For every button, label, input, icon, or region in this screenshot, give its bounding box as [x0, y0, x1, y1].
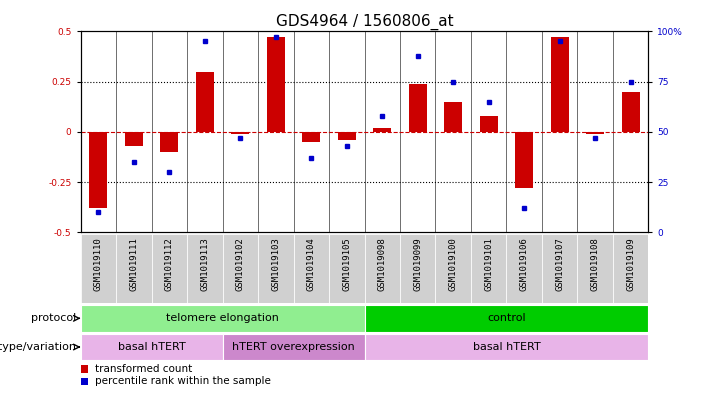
Bar	[151, 234, 187, 303]
Text: GSM1019112: GSM1019112	[165, 238, 174, 292]
Text: transformed count: transformed count	[95, 364, 192, 374]
Bar	[435, 234, 471, 303]
Bar	[302, 132, 320, 142]
Bar	[578, 234, 613, 303]
Text: GSM1019098: GSM1019098	[378, 238, 387, 292]
Text: GSM1019104: GSM1019104	[307, 238, 315, 292]
Bar	[374, 128, 391, 132]
Bar	[444, 102, 462, 132]
Text: basal hTERT: basal hTERT	[118, 342, 186, 352]
Bar	[329, 234, 365, 303]
Bar	[365, 305, 648, 332]
Text: GSM1019102: GSM1019102	[236, 238, 245, 292]
Text: basal hTERT: basal hTERT	[472, 342, 540, 352]
Text: GSM1019111: GSM1019111	[130, 238, 138, 292]
Bar	[400, 234, 435, 303]
Bar	[81, 378, 88, 385]
Text: GSM1019113: GSM1019113	[200, 238, 210, 292]
Bar	[409, 84, 427, 132]
Bar	[223, 234, 258, 303]
Text: GSM1019100: GSM1019100	[449, 238, 458, 292]
Bar	[258, 234, 294, 303]
Bar	[81, 334, 223, 360]
Text: hTERT overexpression: hTERT overexpression	[232, 342, 355, 352]
Text: GSM1019105: GSM1019105	[342, 238, 351, 292]
Title: GDS4964 / 1560806_at: GDS4964 / 1560806_at	[275, 14, 454, 30]
Bar	[81, 234, 116, 303]
Text: control: control	[487, 313, 526, 323]
Bar	[542, 234, 578, 303]
Text: GSM1019110: GSM1019110	[94, 238, 103, 292]
Bar	[622, 92, 639, 132]
Bar	[613, 234, 648, 303]
Text: GSM1019109: GSM1019109	[626, 238, 635, 292]
Bar	[338, 132, 355, 140]
Bar	[196, 72, 214, 132]
Bar	[125, 132, 143, 146]
Bar	[231, 132, 249, 134]
Text: GSM1019106: GSM1019106	[519, 238, 529, 292]
Bar	[294, 234, 329, 303]
Bar	[116, 234, 151, 303]
Bar	[471, 234, 507, 303]
Bar	[365, 234, 400, 303]
Text: GSM1019101: GSM1019101	[484, 238, 494, 292]
Bar	[161, 132, 178, 152]
Text: GSM1019107: GSM1019107	[555, 238, 564, 292]
Text: GSM1019103: GSM1019103	[271, 238, 280, 292]
Bar	[187, 234, 223, 303]
Text: telomere elongation: telomere elongation	[166, 313, 279, 323]
Bar	[90, 132, 107, 208]
Text: GSM1019108: GSM1019108	[591, 238, 599, 292]
Bar	[267, 37, 285, 132]
Bar	[586, 132, 604, 134]
Bar	[81, 365, 88, 373]
Text: GSM1019099: GSM1019099	[414, 238, 422, 292]
Text: percentile rank within the sample: percentile rank within the sample	[95, 376, 271, 386]
Bar	[365, 334, 648, 360]
Text: protocol: protocol	[32, 313, 76, 323]
Bar	[551, 37, 569, 132]
Bar	[81, 305, 365, 332]
Bar	[515, 132, 533, 188]
Bar	[223, 334, 365, 360]
Bar	[507, 234, 542, 303]
Bar	[480, 116, 498, 132]
Text: genotype/variation: genotype/variation	[0, 342, 76, 352]
